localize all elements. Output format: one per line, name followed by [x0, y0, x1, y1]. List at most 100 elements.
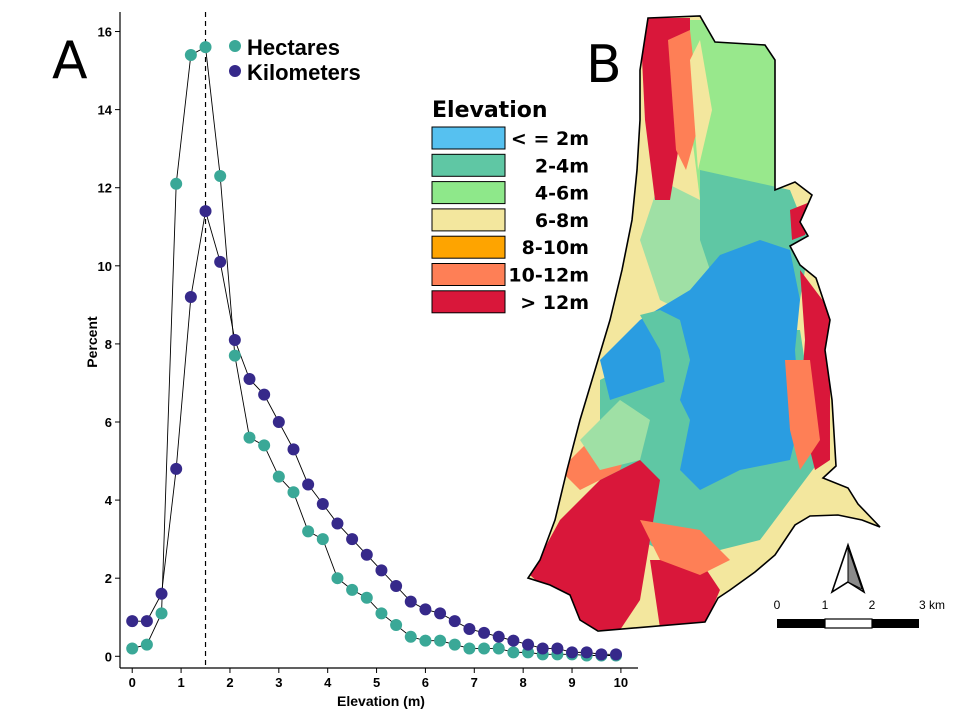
- scale-segment-1: [777, 619, 825, 628]
- data-point-hectares: [272, 470, 285, 483]
- elevation-swatch: [431, 290, 506, 314]
- y-tick-label: 8: [105, 337, 112, 352]
- data-point-kilometers: [316, 498, 329, 510]
- data-point-hectares: [126, 642, 139, 655]
- data-point-hectares: [375, 607, 388, 620]
- data-point-hectares: [492, 642, 505, 655]
- scale-segment-2: [824, 618, 873, 629]
- elevation-class-label: > 12m: [520, 292, 589, 314]
- x-tick-label: 5: [373, 675, 380, 690]
- elevation-map: Elevation < = 2m 2-4m 4-6m 6-8m 8-10m 10-12m >…: [431, 15, 945, 632]
- data-point-kilometers: [580, 646, 593, 659]
- data-point-hectares: [155, 607, 168, 620]
- elevation-class-label: 6-8m: [535, 210, 589, 232]
- y-tick-label: 4: [105, 493, 113, 508]
- y-axis-title: Percent: [84, 316, 100, 368]
- map-outline: [526, 15, 881, 632]
- x-tick-label: 4: [324, 675, 332, 690]
- elevation-swatch: [431, 263, 506, 286]
- x-tick-label: 10: [614, 675, 628, 690]
- north-arrow-icon: [830, 542, 866, 594]
- data-point-kilometers: [360, 548, 373, 561]
- data-point-kilometers: [140, 615, 153, 628]
- data-point-hectares: [140, 638, 153, 651]
- data-point-kilometers: [536, 642, 549, 655]
- x-tick-label: 0: [129, 675, 136, 690]
- data-point-hectares: [316, 533, 329, 546]
- panel-b-letter: B: [586, 35, 622, 95]
- data-point-hectares: [390, 619, 403, 632]
- data-point-kilometers: [566, 646, 579, 659]
- data-point-hectares: [243, 431, 256, 444]
- data-point-kilometers: [272, 416, 285, 428]
- x-tick-label: 9: [568, 675, 575, 690]
- chart-legend: Hectares Kilometers: [229, 35, 361, 85]
- x-tick-label: 6: [422, 675, 429, 690]
- data-point-hectares: [448, 638, 461, 651]
- y-tick-label: 16: [98, 25, 112, 40]
- scale-label-2: 2: [869, 598, 876, 612]
- x-tick-label: 1: [177, 675, 184, 690]
- data-point-kilometers: [170, 462, 183, 475]
- data-point-kilometers: [478, 626, 491, 639]
- y-tick-label: 6: [105, 415, 112, 430]
- data-point-hectares: [434, 634, 447, 647]
- data-point-hectares: [507, 646, 520, 659]
- data-point-hectares: [170, 177, 183, 190]
- y-tick-label: 0: [105, 649, 112, 664]
- data-point-kilometers: [375, 564, 388, 577]
- data-point-hectares: [360, 591, 373, 604]
- data-point-hectares: [184, 48, 197, 61]
- data-point-kilometers: [404, 595, 417, 608]
- scale-segment-3: [872, 619, 919, 628]
- data-point-kilometers: [214, 255, 227, 268]
- data-point-hectares: [199, 41, 212, 54]
- data-point-kilometers: [199, 205, 212, 218]
- elevation-class-label: 8-10m: [522, 237, 589, 259]
- data-point-hectares: [463, 642, 476, 655]
- data-point-kilometers: [448, 615, 461, 628]
- elevation-legend-title: Elevation: [432, 98, 548, 123]
- data-point-hectares: [419, 634, 432, 647]
- x-tick-label: 2: [226, 675, 233, 690]
- data-point-hectares: [214, 170, 227, 182]
- x-tick-label: 7: [471, 675, 478, 690]
- x-tick-label: 3: [275, 675, 282, 690]
- scale-label-1: 1: [822, 598, 829, 612]
- data-point-kilometers: [155, 587, 168, 600]
- series-line-hectares: [132, 46, 617, 656]
- data-point-kilometers: [258, 388, 271, 401]
- data-point-kilometers: [551, 642, 564, 655]
- data-point-kilometers: [434, 607, 447, 620]
- data-point-hectares: [287, 486, 300, 499]
- elevation-class-label: 4-6m: [535, 183, 589, 205]
- data-point-kilometers: [302, 478, 315, 491]
- elevation-class-label: 2-4m: [535, 155, 589, 177]
- data-point-hectares: [404, 630, 417, 643]
- series-line-kilometers: [132, 211, 617, 655]
- data-point-kilometers: [610, 648, 623, 661]
- data-point-kilometers: [331, 517, 344, 530]
- data-point-kilometers: [184, 291, 197, 304]
- data-point-kilometers: [287, 443, 300, 456]
- data-point-hectares: [258, 439, 271, 452]
- elevation-swatch: [431, 126, 506, 150]
- y-tick-label: 12: [98, 181, 112, 196]
- x-tick-label: 8: [520, 675, 527, 690]
- elevation-swatch: [431, 208, 506, 232]
- elevation-legend: Elevation < = 2m 2-4m 4-6m 6-8m 8-10m 10-12m >…: [431, 98, 589, 314]
- data-point-kilometers: [463, 622, 476, 635]
- elevation-class-label: < = 2m: [511, 128, 589, 150]
- data-point-kilometers: [595, 648, 608, 661]
- data-point-hectares: [346, 583, 359, 596]
- data-point-hectares: [331, 572, 344, 585]
- series-layer: [126, 41, 623, 662]
- data-point-kilometers: [228, 334, 241, 346]
- legend-marker-hectares: [229, 40, 241, 52]
- panel-a-letter: A: [52, 31, 88, 91]
- data-point-kilometers: [522, 638, 535, 651]
- data-point-kilometers: [126, 615, 139, 628]
- y-tick-label: 10: [98, 259, 112, 274]
